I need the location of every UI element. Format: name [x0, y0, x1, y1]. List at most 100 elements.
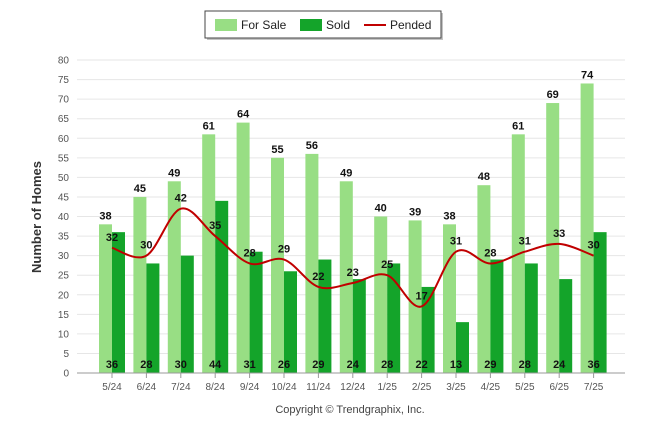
legend-label-pended: Pended: [390, 18, 431, 32]
bar-for-sale: [167, 181, 181, 373]
bar-sold: [352, 279, 366, 373]
y-tick-label: 5: [63, 349, 69, 360]
x-tick-label: 7/25: [584, 382, 604, 393]
bar-for-sale: [133, 196, 147, 373]
data-label-pended: 31: [450, 236, 462, 248]
x-tick-label: 6/24: [137, 382, 157, 393]
data-label-for-sale: 61: [203, 120, 215, 132]
x-tick-label: 10/24: [271, 382, 296, 393]
bar-for-sale: [99, 224, 112, 373]
y-tick-label: 40: [58, 212, 70, 223]
bar-sold: [180, 255, 194, 373]
x-tick-label: 1/25: [377, 382, 397, 393]
bar-sold: [593, 232, 607, 373]
x-tick-label: 7/24: [171, 382, 191, 393]
x-tick-label: 12/24: [340, 382, 365, 393]
data-label-for-sale: 69: [547, 89, 559, 101]
legend-swatch-for-sale: [215, 19, 237, 31]
x-tick-label: 5/24: [102, 382, 122, 393]
y-tick-label: 75: [58, 75, 70, 86]
y-tick-label: 50: [58, 173, 70, 184]
bar-for-sale: [271, 157, 284, 373]
data-label-sold: 29: [484, 359, 496, 371]
y-tick-label: 20: [58, 290, 70, 301]
bar-for-sale: [546, 103, 560, 373]
y-tick-label: 80: [58, 56, 70, 67]
bar-for-sale: [477, 185, 491, 373]
y-tick-label: 10: [58, 329, 70, 340]
bar-for-sale: [305, 153, 319, 373]
data-label-pended: 35: [209, 220, 221, 232]
data-label-pended: 31: [519, 236, 531, 248]
data-label-sold: 36: [587, 359, 599, 371]
data-label-for-sale: 45: [134, 183, 146, 195]
x-tick-label: 9/24: [240, 382, 260, 393]
data-label-sold: 24: [553, 359, 566, 371]
data-label-pended: 42: [175, 193, 187, 205]
data-label-for-sale: 74: [581, 69, 594, 81]
bar-for-sale: [408, 220, 422, 373]
bar-for-sale: [236, 122, 250, 373]
data-label-pended: 28: [484, 247, 496, 259]
data-label-for-sale: 49: [340, 167, 352, 179]
y-tick-label: 30: [58, 251, 70, 262]
legend-box: [204, 10, 442, 39]
data-label-pended: 30: [587, 240, 599, 252]
bar-sold: [490, 259, 504, 373]
bar-sold: [146, 263, 160, 373]
y-tick-label: 55: [58, 153, 70, 164]
bar-for-sale: [443, 224, 456, 373]
y-tick-label: 45: [58, 192, 70, 203]
data-label-for-sale: 38: [443, 210, 455, 222]
data-label-pended: 28: [243, 247, 255, 259]
data-label-for-sale: 55: [271, 144, 283, 156]
y-axis-title: Number of Homes: [29, 161, 44, 273]
y-tick-label: 15: [58, 310, 70, 321]
y-tick-label: 60: [58, 134, 70, 145]
copyright-credit: Copyright © Trendgraphix, Inc.: [275, 404, 424, 416]
bar-sold: [456, 322, 469, 373]
data-label-sold: 24: [347, 359, 360, 371]
legend-label-for-sale: For Sale: [241, 18, 287, 32]
data-label-for-sale: 40: [375, 203, 387, 215]
data-label-sold: 30: [175, 359, 187, 371]
data-label-pended: 29: [278, 244, 290, 256]
bar-for-sale: [339, 181, 353, 373]
data-label-for-sale: 48: [478, 171, 490, 183]
data-label-sold: 26: [278, 359, 290, 371]
x-tick-label: 5/25: [515, 382, 535, 393]
legend: For Sale Sold Pended: [204, 10, 443, 40]
bar-sold: [421, 286, 435, 373]
x-tick-label: 8/24: [205, 382, 225, 393]
bar-for-sale: [580, 83, 594, 373]
bar-sold: [387, 263, 401, 373]
data-label-pended: 22: [312, 271, 324, 283]
bar-sold: [249, 251, 263, 373]
data-label-sold: 31: [243, 359, 255, 371]
data-label-pended: 23: [347, 267, 359, 279]
y-tick-label: 25: [58, 271, 70, 282]
data-label-for-sale: 64: [237, 109, 250, 121]
bar-sold: [112, 232, 125, 373]
legend-swatch-sold: [300, 19, 322, 31]
y-tick-label: 35: [58, 232, 70, 243]
bar-for-sale: [374, 216, 388, 373]
x-tick-label: 3/25: [446, 382, 466, 393]
x-tick-label: 6/25: [549, 382, 569, 393]
bar-sold: [284, 271, 297, 373]
y-tick-label: 0: [63, 369, 69, 380]
data-label-pended: 32: [106, 232, 118, 244]
data-label-for-sale: 38: [99, 210, 111, 222]
data-label-pended: 30: [140, 240, 152, 252]
data-label-sold: 36: [106, 359, 118, 371]
bars: [99, 83, 607, 373]
data-label-sold: 28: [519, 359, 531, 371]
data-label-sold: 28: [381, 359, 393, 371]
data-label-for-sale: 39: [409, 206, 421, 218]
data-label-sold: 44: [209, 359, 222, 371]
data-label-sold: 22: [415, 359, 427, 371]
data-label-pended: 17: [415, 290, 427, 302]
x-axis: 5/24 6/24 7/24 8/24 9/24 10/24 11/24 12/24 1/25 2…: [77, 372, 625, 393]
x-tick-label: 2/25: [412, 382, 432, 393]
bar-sold: [559, 279, 573, 373]
